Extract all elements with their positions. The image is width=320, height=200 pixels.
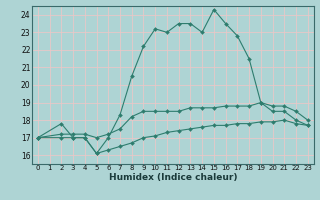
X-axis label: Humidex (Indice chaleur): Humidex (Indice chaleur) bbox=[108, 173, 237, 182]
